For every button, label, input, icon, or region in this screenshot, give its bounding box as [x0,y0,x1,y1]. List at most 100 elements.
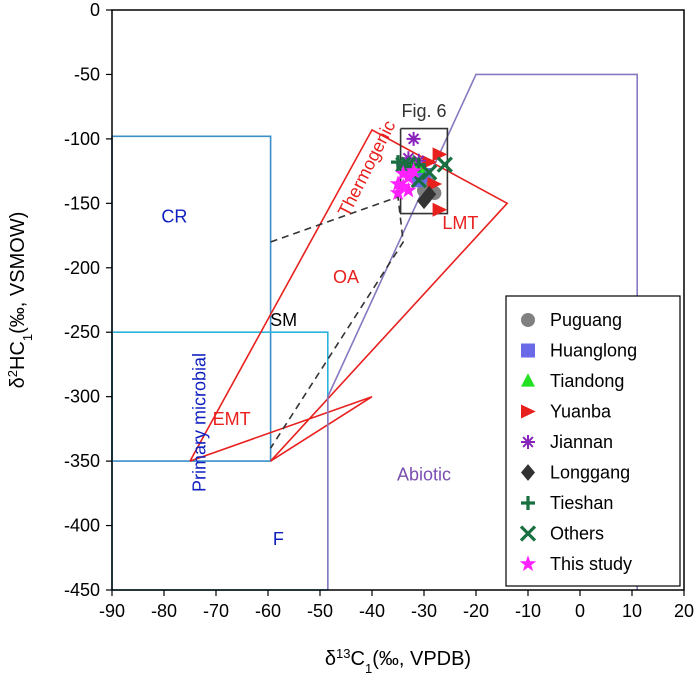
x-tick-label: 10 [622,601,642,621]
legend-item-yuanba: Yuanba [521,402,612,422]
data-point-this-study [400,181,417,198]
marker [394,164,412,181]
y-axis-title: δ2HC1(‰, VSMOW) [5,212,35,389]
region-label-fig-6: Fig. 6 [401,101,446,121]
data-point-this-study [389,184,407,201]
region-label-emt: EMT [213,409,251,429]
legend-label-yuanba: Yuanba [550,402,612,422]
data-point-yuanba [427,177,443,191]
marker [422,155,437,170]
legend-marker-tiandong [521,373,535,387]
marker [422,185,437,203]
legend-label-jiannan: Jiannan [550,432,613,452]
region-label-oa: OA [333,267,359,287]
marker [405,162,422,179]
legend-item-tieshan: Tieshan [521,493,613,513]
marker [521,464,535,481]
x-tick-label: -90 [99,601,125,621]
legend-marker-jiannan [521,435,535,449]
y-tick-label: -200 [64,258,100,278]
data-point-others [421,164,438,181]
region-label-cr: CR [161,207,187,227]
marker [421,164,438,181]
thermogenic-region [189,128,509,462]
marker [406,131,421,146]
y-tick-label: -450 [64,580,100,600]
x-tick-label: -60 [255,601,281,621]
legend-label-tieshan: Tieshan [550,493,613,513]
x-tick-label: 20 [674,601,694,621]
region-label-primary-microbial: Primary microbial [190,353,210,492]
y-tick-label: 0 [90,0,100,20]
region-label-f: F [273,529,284,549]
marker [519,555,537,572]
legend-item-jiannan: Jiannan [521,432,613,452]
marker [389,175,407,192]
marker [521,313,535,327]
data-point-this-study [405,162,422,179]
legend-marker-puguang [521,313,535,327]
legend-item-huanglong: Huanglong [521,341,637,361]
y-tick-label: -100 [64,129,100,149]
marker [389,184,407,201]
data-point-longgang [422,185,437,203]
legend-label-huanglong: Huanglong [550,341,637,361]
marker [521,373,535,387]
y-tick-label: -300 [64,387,100,407]
y-tick-label: -150 [64,193,100,213]
legend-label-puguang: Puguang [550,310,622,330]
marker [432,202,448,217]
legend-label-others: Others [550,524,604,544]
legend-item-this-study: This study [519,554,632,574]
y-tick-label: -400 [64,516,100,536]
x-axis-title: δ13C1(‰, VPDB) [325,646,471,676]
x-tick-label: -10 [515,601,541,621]
y-tick-label: -250 [64,322,100,342]
legend-item-longgang: Longgang [521,463,630,483]
marker [436,156,453,173]
marker [427,177,443,191]
marker [432,147,448,162]
marker [400,168,417,185]
marker [521,496,535,510]
legend-item-tiandong: Tiandong [521,371,624,391]
x-tick-label: -20 [463,601,489,621]
marker [394,177,412,194]
x-tick-label: -80 [151,601,177,621]
legend-marker-tieshan [521,496,535,510]
ticks-layer: -90 -80 -70 -60 -50 -40 -30 -20 -10 0 10 200-50-100… [64,0,694,621]
marker [521,404,536,419]
x-tick-label: 0 [575,601,585,621]
region-label-sm: SM [270,310,297,330]
legend-marker-huanglong [521,343,535,358]
data-point-this-study [389,175,407,192]
plot-frame [111,9,685,591]
x-tick-label: -30 [411,601,437,621]
abiotic-region [326,73,639,590]
legend-marker-longgang [521,464,535,481]
legend-item-puguang: Puguang [521,310,622,330]
x-tick-label: -40 [359,601,385,621]
legend-label-longgang: Longgang [550,463,630,483]
legend-label-tiandong: Tiandong [550,371,624,391]
data-point-jiannan [406,131,421,146]
region-label-lmt: LMT [442,213,478,233]
marker [521,343,535,358]
data-point-yuanba [432,202,448,217]
legend-marker-yuanba [521,404,536,419]
legend-label-this-study: This study [550,554,632,574]
data-point-this-study [394,164,412,181]
series-longgang [417,185,437,210]
region-label-thermogenic: Thermogenic [334,117,400,220]
legend-marker-this-study [519,555,537,572]
series-this-study [389,162,422,201]
region-label-abiotic: Abiotic [397,464,451,484]
marker [519,525,537,542]
data-point-this-study [394,177,412,194]
data-point-yuanba [422,155,437,170]
data-point-others [436,156,453,173]
points-layer [389,131,453,217]
marker [400,181,417,198]
sm-region [269,195,405,449]
